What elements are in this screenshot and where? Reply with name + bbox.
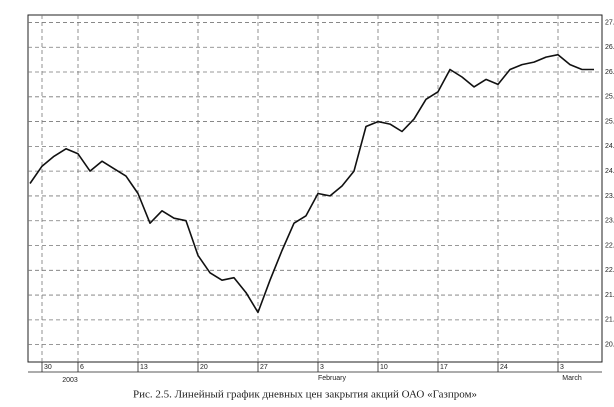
y-tick-label: 26.0 — [605, 69, 614, 76]
x-tick-label: 30 — [44, 364, 52, 371]
chart-title: Рис. 2.5. Линейный график дневных цен за… — [133, 389, 477, 401]
x-tick-label: 20 — [200, 364, 208, 371]
y-tick-label: 21.5 — [605, 292, 614, 299]
y-tick-label: 22.5 — [605, 242, 614, 249]
y-tick-label: 25.0 — [605, 118, 614, 125]
y-tick-label: 27.0 — [605, 19, 614, 26]
year-label: 2003 — [62, 377, 78, 384]
month-label: March — [562, 375, 582, 382]
plot-frame — [27, 14, 603, 363]
x-tick-label: 17 — [440, 364, 448, 371]
price-line — [29, 53, 594, 314]
x-tick-label: 13 — [140, 364, 148, 371]
x-tick-label: 3 — [320, 364, 324, 371]
x-tick-label: 6 — [80, 364, 84, 371]
x-tick-label: 24 — [500, 364, 508, 371]
x-tick-label: 27 — [260, 364, 268, 371]
y-tick-label: 24.5 — [605, 143, 614, 150]
x-tick-label: 10 — [380, 364, 388, 371]
y-tick-label: 23.5 — [605, 193, 614, 200]
y-tick-label: 25.5 — [605, 94, 614, 101]
y-tick-label: 20.5 — [605, 341, 614, 348]
y-tick-label: 22.0 — [605, 267, 614, 274]
y-tick-label: 23.0 — [605, 218, 614, 225]
month-label: February — [318, 375, 347, 382]
x-tick-label: 3 — [560, 364, 564, 371]
y-tick-label: 26.5 — [605, 44, 614, 51]
y-tick-label: 21.0 — [605, 317, 614, 324]
y-tick-label: 24.0 — [605, 168, 614, 175]
